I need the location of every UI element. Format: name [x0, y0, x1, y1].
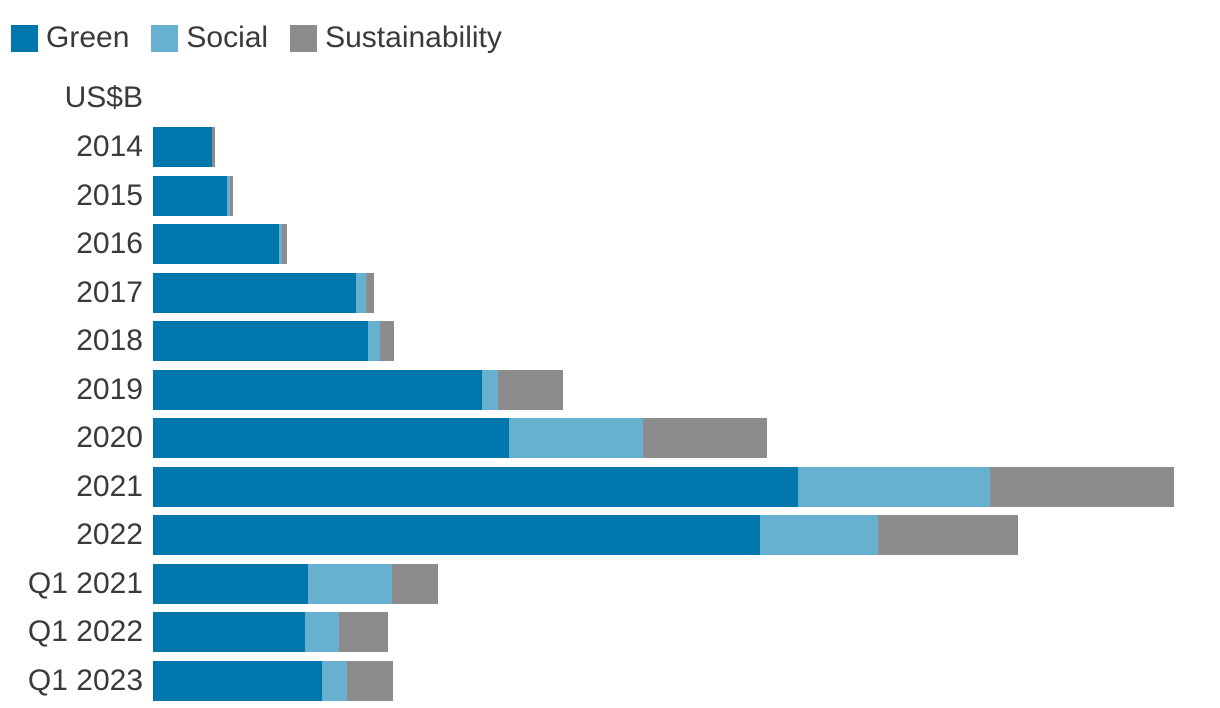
stacked-bar: [153, 563, 438, 604]
bar-row: 2020: [0, 418, 1174, 458]
bar-segment-green: [153, 321, 368, 361]
bar-segment-sustainability: [230, 175, 233, 216]
bar-segment-green: [153, 272, 356, 313]
axis-unit-label: US$B: [64, 81, 143, 114]
category-label: 2022: [76, 518, 143, 551]
bar-row: Q1 2023: [0, 660, 1174, 701]
bar-row: Q1 2021: [0, 563, 1174, 604]
legend-item-green: Green: [11, 22, 129, 54]
bar-row: 2014: [0, 127, 1174, 167]
bar-segment-green: [153, 127, 212, 167]
category-label: 2019: [76, 372, 143, 406]
stacked-bar: [153, 466, 1174, 507]
social-swatch-icon: [151, 24, 179, 52]
bar-row: 2019: [0, 369, 1174, 410]
stacked-bar: [153, 321, 394, 361]
bar-segment-sustainability: [392, 563, 438, 604]
category-label: Q1 2021: [27, 566, 143, 600]
stacked-bar: [153, 612, 388, 652]
bar-segment-social: [279, 224, 282, 264]
bar-segment-social: [322, 660, 347, 701]
bar-segment-sustainability: [878, 515, 1018, 555]
bar-segment-social: [356, 272, 366, 313]
stacked-bar: [153, 369, 563, 410]
bar-segment-green: [153, 175, 227, 216]
legend-label-sustainability: Sustainability: [325, 21, 502, 54]
legend-label-green: Green: [46, 21, 130, 54]
legend-item-sustainability: Sustainability: [290, 22, 502, 54]
category-label: Q1 2023: [27, 663, 143, 697]
bar-segment-sustainability: [366, 272, 374, 313]
bar-row: 2015: [0, 175, 1174, 216]
category-label: 2017: [76, 275, 143, 309]
legend: Green Social Sustainability: [11, 22, 502, 54]
bar-segment-green: [153, 466, 798, 507]
category-label: 2020: [76, 421, 143, 454]
stacked-bar: [153, 175, 233, 216]
bar-segment-green: [153, 515, 760, 555]
stacked-bar: [153, 418, 767, 458]
stacked-bar: [153, 127, 215, 167]
bar-segment-green: [153, 660, 322, 701]
bar-segment-social: [368, 321, 380, 361]
bar-row: 2018: [0, 321, 1174, 361]
bar-segment-social: [305, 612, 339, 652]
bar-segment-sustainability: [643, 418, 767, 458]
bar-row: 2017: [0, 272, 1174, 313]
stacked-bar: [153, 272, 374, 313]
bar-segment-sustainability: [212, 127, 215, 167]
bar-segment-social: [227, 175, 230, 216]
bar-segment-social: [798, 466, 990, 507]
category-label: 2014: [76, 130, 143, 163]
bar-segment-green: [153, 369, 482, 410]
bar-segment-green: [153, 612, 305, 652]
bar-row: Q1 2022: [0, 612, 1174, 652]
legend-label-social: Social: [186, 21, 269, 54]
sustainability-swatch-icon: [290, 24, 318, 52]
bar-row: 2022: [0, 515, 1174, 555]
bar-segment-sustainability: [498, 369, 563, 410]
bar-segment-social: [509, 418, 643, 458]
green-swatch-icon: [11, 24, 38, 52]
bar-chart: 2014 2015 2016 2017 2018 2019 2020 2021 2022 Q1 2…: [0, 127, 1174, 701]
category-label: 2018: [76, 324, 143, 357]
bar-row: 2016: [0, 224, 1174, 264]
bar-segment-green: [153, 224, 279, 264]
legend-item-social: Social: [151, 22, 268, 54]
category-label: Q1 2022: [27, 615, 143, 648]
stacked-bar: [153, 660, 393, 701]
bar-segment-social: [308, 563, 392, 604]
bar-segment-social: [760, 515, 878, 555]
bar-segment-sustainability: [339, 612, 388, 652]
stacked-bar: [153, 224, 287, 264]
bar-segment-sustainability: [347, 660, 393, 701]
category-label: 2016: [76, 227, 143, 260]
bar-segment-sustainability: [282, 224, 287, 264]
bar-row: 2021: [0, 466, 1174, 507]
bar-segment-social: [482, 369, 498, 410]
bar-segment-sustainability: [380, 321, 394, 361]
category-label: 2021: [76, 469, 143, 503]
bar-segment-green: [153, 418, 509, 458]
stacked-bar: [153, 515, 1018, 555]
bar-segment-green: [153, 563, 308, 604]
category-label: 2015: [76, 178, 143, 212]
bar-segment-sustainability: [990, 466, 1174, 507]
